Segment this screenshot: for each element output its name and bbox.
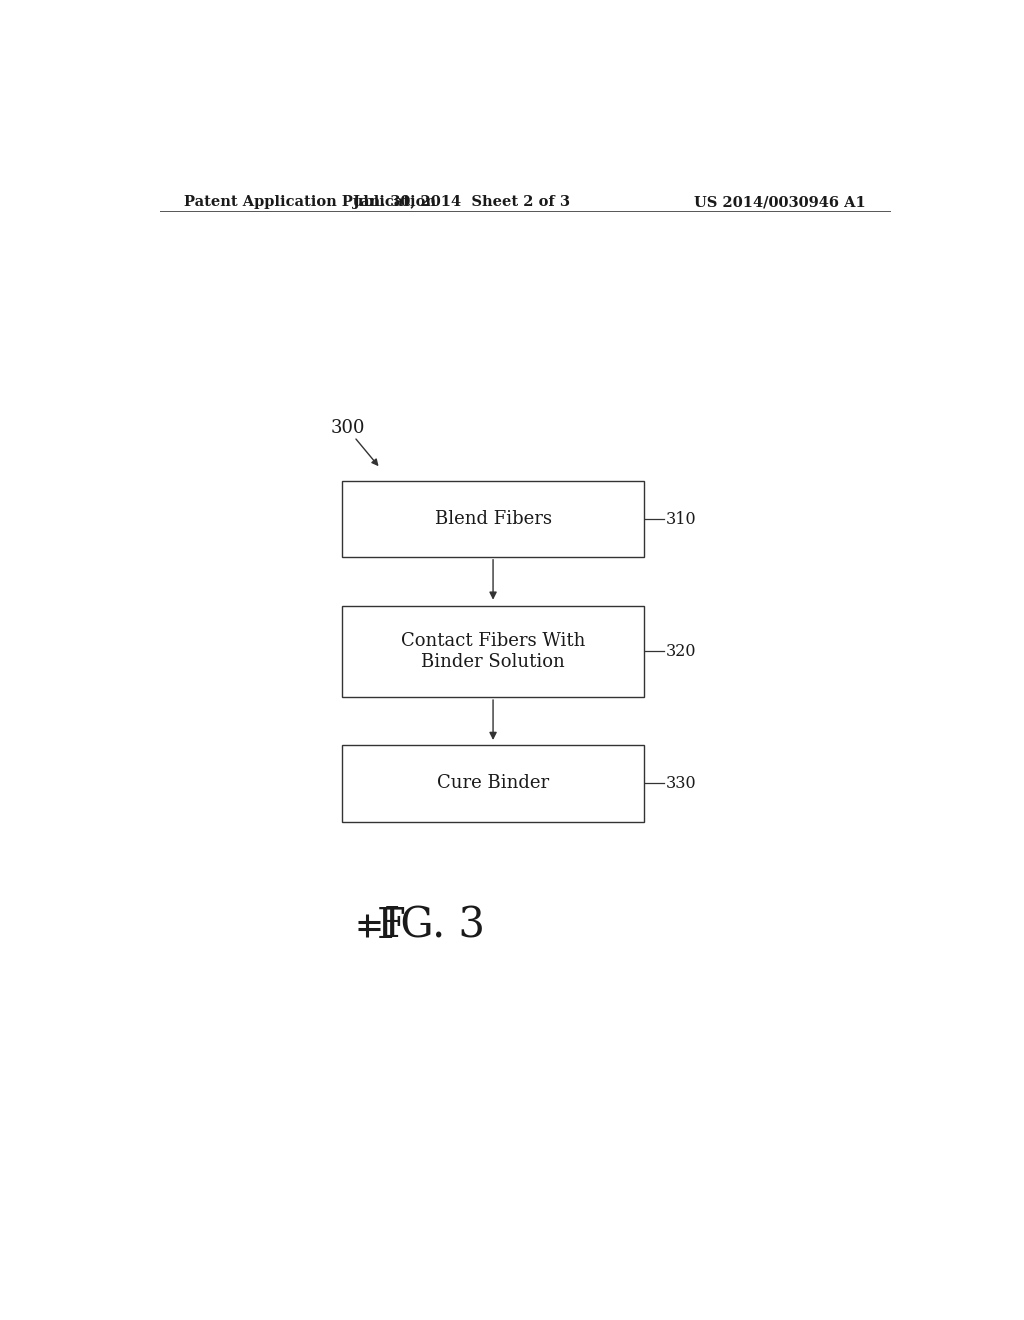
Text: F: F	[377, 904, 406, 946]
Text: Cure Binder: Cure Binder	[437, 775, 549, 792]
Text: Jan. 30, 2014  Sheet 2 of 3: Jan. 30, 2014 Sheet 2 of 3	[353, 195, 569, 209]
Text: Blend Fibers: Blend Fibers	[434, 511, 552, 528]
Bar	[342, 480, 644, 557]
Text: 330: 330	[666, 775, 696, 792]
Bar	[342, 606, 644, 697]
Text: Patent Application Publication: Patent Application Publication	[183, 195, 435, 209]
Text: IG. 3: IG. 3	[384, 904, 485, 946]
Bar	[342, 746, 644, 821]
Text: Contact Fibers With
Binder Solution: Contact Fibers With Binder Solution	[400, 632, 586, 671]
Text: 310: 310	[666, 511, 696, 528]
Text: 320: 320	[666, 643, 696, 660]
Text: 300: 300	[331, 418, 365, 437]
Text: US 2014/0030946 A1: US 2014/0030946 A1	[694, 195, 866, 209]
